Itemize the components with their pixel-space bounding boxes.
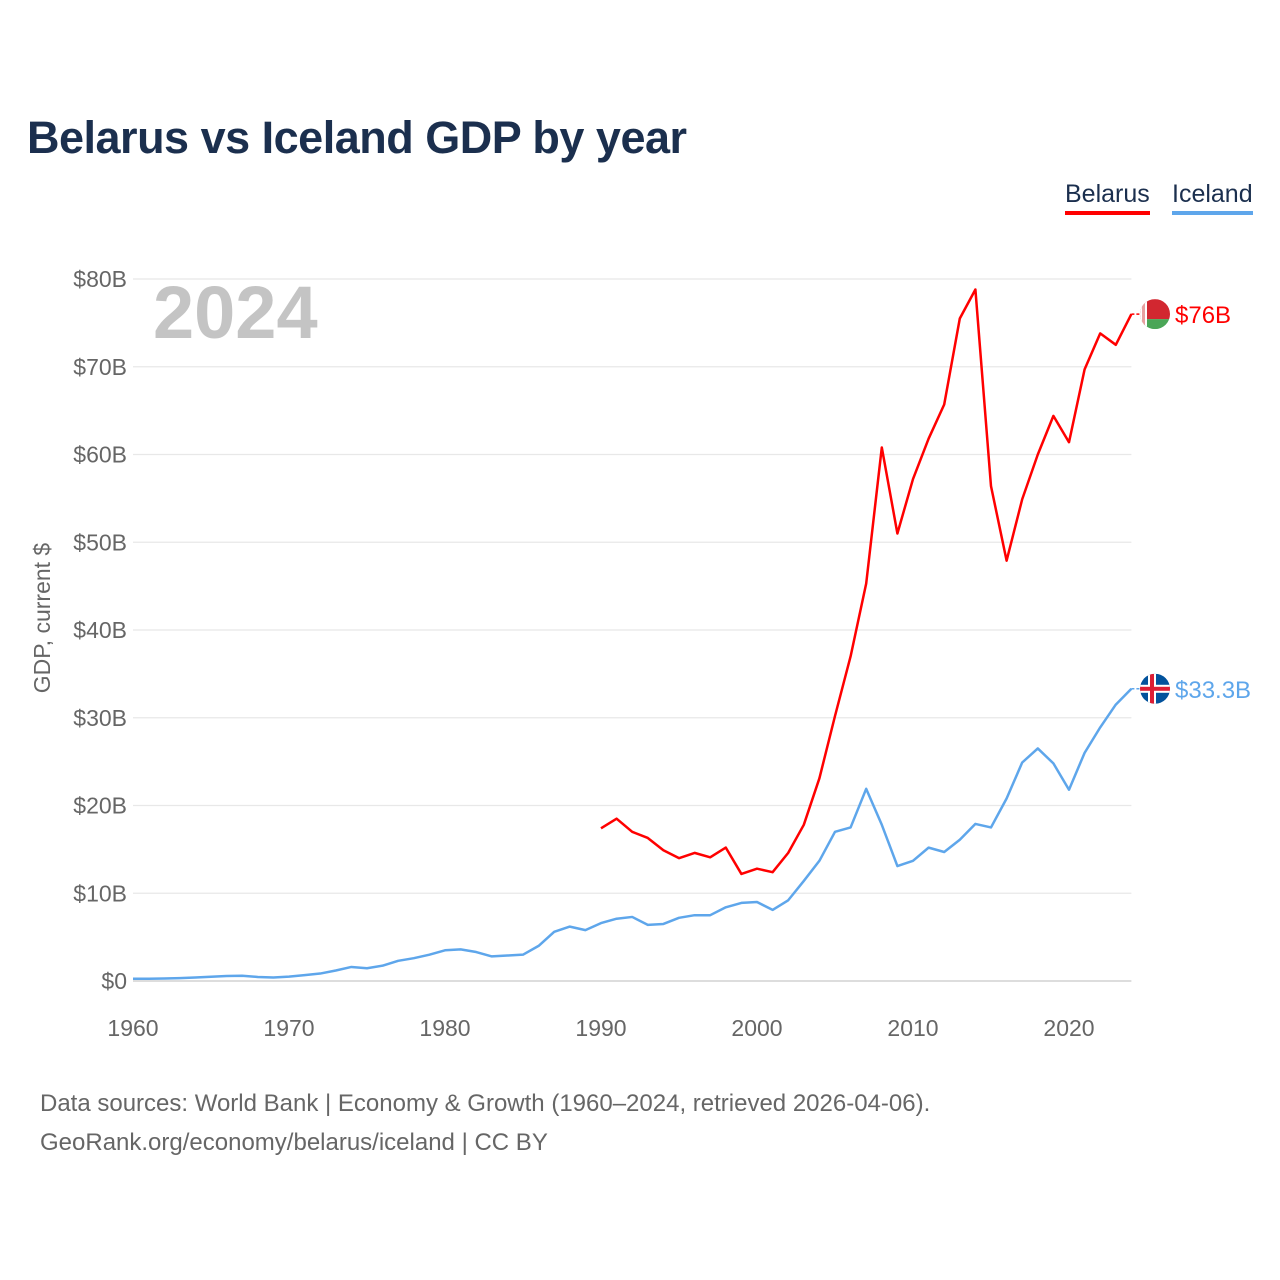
line-belarus xyxy=(600,288,1133,876)
x-tick-label: 1990 xyxy=(575,1015,626,1041)
y-tick-label: $50B xyxy=(73,529,127,555)
footer-sources: Data sources: World Bank | Economy & Gro… xyxy=(40,1090,931,1117)
chart-title: Belarus vs Iceland GDP by year xyxy=(27,112,687,163)
flag-body xyxy=(1140,673,1170,704)
end-value-label: $76B xyxy=(1175,302,1231,329)
y-tick-label: $10B xyxy=(73,880,127,906)
y-axis-label: GDP, current $ xyxy=(29,543,55,694)
line-iceland xyxy=(132,687,1133,981)
x-tick-label: 2010 xyxy=(887,1015,938,1041)
y-tick-label: $30B xyxy=(73,705,127,731)
iceland-flag-icon xyxy=(1140,673,1170,704)
footer: Data sources: World Bank | Economy & Gro… xyxy=(40,1084,930,1162)
x-tick-label: 2000 xyxy=(731,1015,782,1041)
flag-green xyxy=(1140,319,1170,330)
y-tick-label: $80B xyxy=(73,266,127,292)
y-tick-label: $70B xyxy=(73,354,127,380)
flag-red-v xyxy=(1150,673,1154,704)
x-tick-label: 1980 xyxy=(419,1015,470,1041)
flag-ornament-pattern xyxy=(1142,301,1145,328)
legend-iceland[interactable]: Iceland xyxy=(1172,180,1253,215)
end-value-label: $33.3B xyxy=(1175,677,1251,704)
belarus-flag-icon xyxy=(1140,299,1170,330)
y-tick-label: $40B xyxy=(73,617,127,643)
legend-belarus[interactable]: Belarus xyxy=(1065,180,1150,215)
year-watermark: 2024 xyxy=(153,271,318,354)
x-tick-label: 2020 xyxy=(1043,1015,1094,1041)
y-tick-label: $20B xyxy=(73,793,127,819)
flag-body xyxy=(1140,299,1170,330)
flag-red-h xyxy=(1140,686,1170,691)
y-tick-label: $0 xyxy=(101,968,127,994)
y-tick-label: $60B xyxy=(73,442,127,468)
plot-area: $0 $10B $20B $30B $40B $50B $60B $70B $80B 1960 19… xyxy=(29,266,1251,1041)
footer-link[interactable]: GeoRank.org/economy/belarus/iceland | CC… xyxy=(40,1129,548,1156)
flag-red xyxy=(1140,299,1170,320)
x-tick-label: 1970 xyxy=(263,1015,314,1041)
x-tick-label: 1960 xyxy=(107,1015,158,1041)
